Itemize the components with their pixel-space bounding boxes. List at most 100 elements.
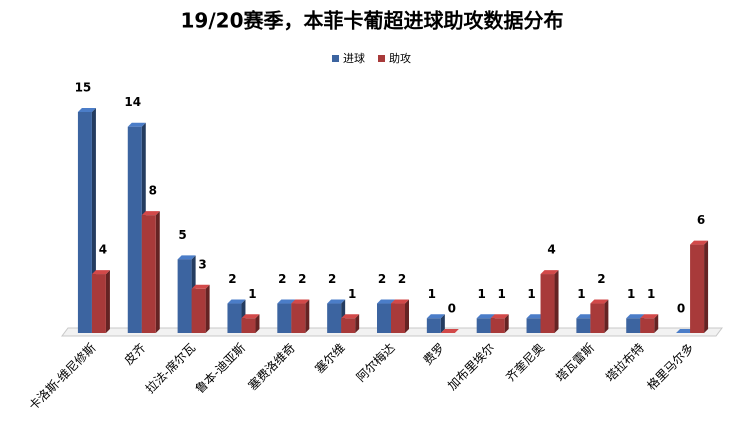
legend-swatch bbox=[378, 55, 385, 62]
data-label: 14 bbox=[124, 95, 141, 109]
bar bbox=[426, 318, 441, 333]
bar-top bbox=[426, 314, 445, 319]
bar-side bbox=[255, 314, 260, 333]
bar bbox=[291, 303, 306, 333]
bar-top bbox=[327, 299, 346, 304]
bar bbox=[327, 303, 342, 333]
bar-side bbox=[305, 299, 310, 333]
x-tick-label: 拉法-席尔瓦 bbox=[142, 340, 198, 396]
bar-side bbox=[704, 240, 709, 333]
bar-top bbox=[241, 314, 260, 319]
data-label: 2 bbox=[228, 272, 236, 286]
bar-top bbox=[476, 314, 495, 319]
bar-top bbox=[490, 314, 509, 319]
data-label: 2 bbox=[597, 272, 605, 286]
bar-top bbox=[391, 299, 409, 304]
bar-top bbox=[540, 270, 559, 275]
bar bbox=[227, 303, 242, 333]
bar-side bbox=[504, 314, 509, 333]
bar bbox=[177, 259, 192, 333]
legend-label: 进球 bbox=[343, 51, 365, 65]
data-label: 2 bbox=[398, 272, 406, 286]
bar bbox=[690, 244, 705, 333]
data-label: 5 bbox=[178, 228, 186, 242]
bar-side bbox=[355, 314, 360, 333]
legend-swatch bbox=[332, 55, 339, 62]
x-tick-label: 塔瓦雷斯 bbox=[553, 341, 597, 385]
bar-top bbox=[291, 299, 310, 304]
legend-label: 助攻 bbox=[389, 51, 411, 65]
bar bbox=[540, 274, 555, 333]
bar bbox=[590, 303, 605, 333]
data-label: 1 bbox=[428, 287, 436, 301]
bar bbox=[277, 303, 292, 333]
bar-top bbox=[277, 299, 296, 304]
bar-side bbox=[105, 270, 110, 333]
data-label: 1 bbox=[478, 287, 486, 301]
data-label: 1 bbox=[647, 287, 655, 301]
bar bbox=[576, 318, 591, 333]
bar-top bbox=[141, 211, 160, 216]
bar-top bbox=[127, 122, 146, 127]
x-tick-label: 加布里埃尔 bbox=[444, 340, 497, 393]
data-label: 1 bbox=[627, 287, 635, 301]
bar-side bbox=[554, 270, 559, 333]
bar-top bbox=[576, 314, 595, 319]
bar-side bbox=[155, 211, 160, 333]
bar-top bbox=[191, 284, 210, 289]
bar bbox=[476, 318, 491, 333]
x-tick-label: 齐奎尼奥 bbox=[503, 340, 548, 385]
bar-top bbox=[676, 329, 695, 333]
bar-top bbox=[690, 240, 709, 245]
bar-side bbox=[405, 299, 409, 333]
bar bbox=[341, 318, 356, 333]
data-label: 2 bbox=[298, 272, 306, 286]
bar bbox=[626, 318, 641, 333]
bar bbox=[241, 318, 256, 333]
bar-top bbox=[590, 299, 609, 304]
x-tick-label: 阿尔梅达 bbox=[353, 340, 398, 385]
x-tick-label: 塞费洛维奇 bbox=[245, 340, 298, 393]
x-tick-label: 皮齐 bbox=[121, 340, 149, 368]
data-label: 4 bbox=[99, 243, 107, 257]
bar bbox=[391, 303, 405, 333]
data-label: 2 bbox=[328, 272, 336, 286]
data-label: 1 bbox=[248, 287, 256, 301]
data-label: 2 bbox=[278, 272, 286, 286]
bar bbox=[191, 288, 206, 333]
data-label: 8 bbox=[149, 184, 157, 198]
x-tick-label: 塔拉布特 bbox=[602, 340, 647, 385]
bar-top bbox=[91, 270, 110, 275]
data-label: 1 bbox=[348, 287, 356, 301]
data-label: 15 bbox=[75, 81, 92, 95]
bar-top bbox=[526, 314, 545, 319]
x-tick-label: 塞尔维 bbox=[312, 340, 348, 376]
bar-top bbox=[77, 108, 96, 112]
x-tick-label: 格里马尔多 bbox=[644, 340, 697, 393]
data-label: 0 bbox=[448, 302, 456, 316]
bar bbox=[526, 318, 541, 333]
bar bbox=[77, 112, 92, 333]
bar-side bbox=[205, 284, 210, 333]
bar bbox=[377, 303, 391, 333]
bar bbox=[640, 318, 655, 333]
x-tick-label: 卡洛斯-维尼修斯 bbox=[25, 340, 98, 413]
chart-title: 19/20赛季，本菲卡葡超进球助攻数据分布 bbox=[181, 9, 564, 33]
bar-side bbox=[604, 299, 609, 333]
bar bbox=[127, 126, 142, 333]
data-label: 0 bbox=[677, 302, 685, 316]
bar-top bbox=[177, 255, 196, 260]
bar-side bbox=[654, 314, 659, 333]
data-label: 1 bbox=[498, 287, 506, 301]
data-label: 4 bbox=[547, 243, 555, 257]
bar bbox=[141, 215, 156, 333]
bar-top bbox=[341, 314, 360, 319]
data-label: 1 bbox=[577, 287, 585, 301]
x-tick-label: 鲁本-迪亚斯 bbox=[193, 341, 248, 396]
bar-top bbox=[640, 314, 659, 319]
data-label: 3 bbox=[198, 257, 206, 271]
bar-top bbox=[626, 314, 645, 319]
data-label: 1 bbox=[527, 287, 535, 301]
bar bbox=[490, 318, 505, 333]
